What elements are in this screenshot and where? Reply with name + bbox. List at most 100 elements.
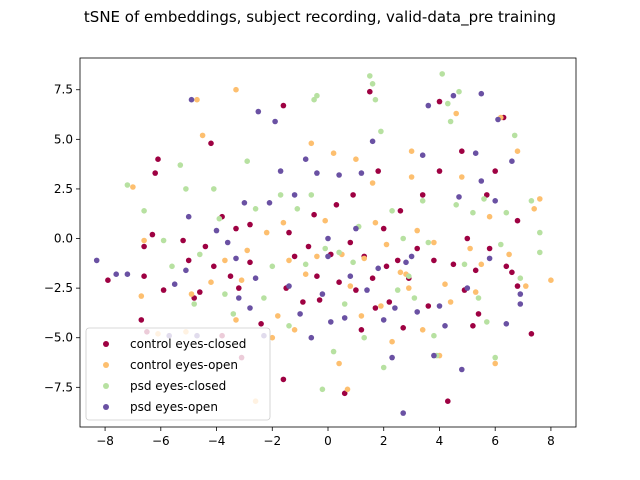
data-point-s2-56 [498, 241, 504, 248]
data-point-s2-54 [484, 319, 490, 325]
data-point-s3-24 [302, 156, 309, 162]
data-point-s1-8 [208, 279, 214, 286]
data-point-s0-51 [394, 257, 401, 264]
data-point-s0-9 [180, 237, 186, 244]
data-point-s3-41 [400, 410, 407, 416]
data-point-s1-7 [199, 132, 206, 139]
data-point-s2-35 [380, 364, 387, 371]
data-point-s1-24 [322, 217, 329, 224]
data-point-s2-10 [222, 291, 228, 297]
data-point-s0-48 [380, 225, 387, 232]
data-point-s1-13 [244, 247, 250, 254]
data-point-s1-17 [275, 313, 281, 319]
data-point-s0-67 [472, 267, 479, 274]
data-point-s2-24 [322, 245, 329, 252]
data-point-s0-37 [336, 279, 342, 286]
data-point-s0-53 [400, 325, 407, 331]
legend-box [85, 327, 271, 421]
legend-marker [103, 383, 109, 389]
data-point-s2-21 [311, 96, 317, 103]
data-point-s0-10 [185, 257, 192, 264]
data-point-s1-19 [286, 257, 292, 264]
data-point-s0-47 [375, 168, 382, 174]
data-point-s2-3 [169, 263, 175, 270]
data-point-s1-50 [459, 174, 465, 180]
data-point-s0-36 [333, 202, 340, 208]
data-point-s2-8 [211, 186, 217, 192]
points-layer [93, 71, 554, 416]
data-point-s1-57 [506, 251, 512, 258]
data-point-s1-48 [447, 299, 454, 305]
data-point-s0-73 [503, 263, 510, 270]
data-point-s2-22 [314, 92, 320, 99]
legend: control eyes-closed control eyes-open psd … [85, 327, 271, 421]
data-point-s3-10 [224, 239, 231, 246]
data-point-s3-35 [364, 287, 370, 293]
data-point-s2-17 [286, 323, 292, 329]
data-point-s1-10 [233, 86, 239, 93]
data-point-s0-31 [305, 243, 312, 250]
data-point-s2-41 [419, 198, 426, 204]
data-point-s0-65 [464, 235, 471, 242]
data-point-s3-20 [277, 168, 284, 174]
data-point-s0-6 [141, 243, 147, 250]
data-point-s3-1 [113, 271, 119, 278]
data-point-s3-26 [314, 170, 320, 176]
data-point-s2-38 [400, 235, 407, 242]
data-point-s1-16 [269, 334, 276, 341]
data-point-s3-16 [255, 108, 262, 115]
data-point-s1-36 [383, 241, 390, 248]
data-point-s3-64 [325, 235, 331, 242]
data-point-s2-32 [369, 81, 376, 87]
data-point-s0-26 [280, 376, 287, 383]
data-point-s3-63 [478, 90, 485, 97]
data-point-s2-60 [528, 198, 535, 204]
data-point-s0-24 [258, 321, 264, 327]
legend-label: psd eyes-open [130, 400, 218, 414]
data-point-s0-44 [367, 88, 373, 95]
x-tick-label: −6 [152, 434, 170, 448]
legend-label: psd eyes-closed [130, 379, 226, 393]
data-point-s0-49 [383, 263, 390, 270]
data-point-s3-59 [503, 321, 510, 327]
data-point-s0-60 [436, 168, 443, 174]
data-point-s2-5 [183, 186, 189, 192]
data-point-s1-49 [453, 110, 460, 117]
data-point-s1-51 [467, 245, 473, 252]
data-point-s0-13 [202, 243, 209, 250]
data-point-s3-0 [93, 257, 100, 264]
data-point-s3-39 [389, 354, 395, 361]
data-point-s0-59 [436, 98, 443, 105]
data-point-s3-40 [392, 305, 398, 311]
data-point-s2-61 [537, 229, 543, 236]
data-point-s2-43 [431, 332, 437, 339]
data-point-s0-3 [152, 170, 158, 176]
data-point-s2-53 [481, 196, 487, 202]
data-point-s3-53 [464, 285, 471, 291]
data-point-s0-11 [191, 295, 197, 301]
data-point-s3-43 [408, 253, 415, 260]
data-point-s3-56 [486, 255, 493, 262]
data-point-s2-40 [411, 295, 418, 301]
data-point-s3-49 [442, 323, 448, 329]
data-point-s3-58 [495, 116, 501, 123]
data-point-s2-23 [319, 386, 326, 393]
data-point-s3-9 [213, 227, 220, 234]
data-point-s1-55 [492, 360, 499, 367]
data-point-s3-33 [353, 225, 359, 232]
data-point-s1-47 [442, 281, 448, 288]
data-point-s0-68 [475, 311, 482, 317]
data-point-s2-50 [461, 261, 468, 268]
data-point-s3-13 [241, 200, 248, 206]
data-point-s2-55 [492, 354, 499, 361]
data-point-s2-34 [378, 128, 384, 135]
data-point-s0-57 [425, 303, 432, 309]
data-point-s1-54 [486, 213, 493, 220]
data-point-s2-1 [141, 208, 147, 214]
data-point-s2-62 [537, 249, 543, 256]
data-point-s2-59 [517, 275, 524, 282]
data-point-s3-45 [419, 152, 426, 158]
data-point-s2-49 [456, 88, 462, 95]
data-point-s0-40 [350, 192, 356, 198]
